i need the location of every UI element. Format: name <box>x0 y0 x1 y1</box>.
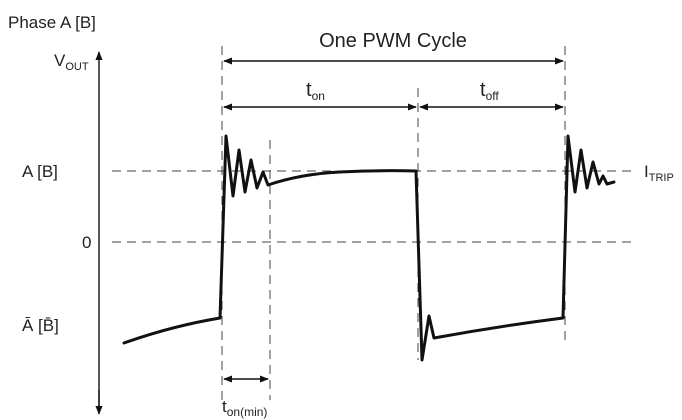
y-axis-label: VOUT <box>54 51 89 73</box>
i-trip-label: ITRIP <box>644 162 674 184</box>
current-waveform <box>122 134 616 362</box>
toff-label: toff <box>480 79 499 103</box>
ton-label: ton <box>306 79 325 103</box>
level-high-label: A [B] <box>22 162 58 181</box>
level-low-label: Ā [B̄] <box>22 316 59 335</box>
cycle-label: One PWM Cycle <box>319 30 467 52</box>
level-zero-label: 0 <box>82 233 91 252</box>
diagram-title: Phase A [B] <box>8 13 96 32</box>
ton-min-label: ton(min) <box>222 397 267 419</box>
